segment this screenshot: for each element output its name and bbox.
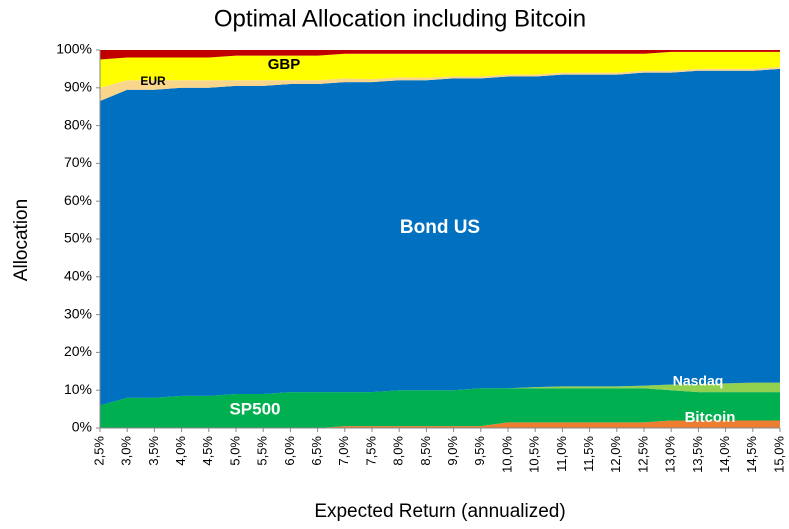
y-tick-label: 70% [64, 154, 92, 170]
y-tick-label: 40% [64, 268, 92, 284]
series-label: SP500 [229, 399, 280, 418]
x-tick-label: 7,0% [336, 436, 351, 466]
x-tick-label: 4,5% [200, 436, 215, 466]
y-tick-label: 0% [72, 419, 92, 435]
x-tick-label: 10,5% [527, 436, 542, 473]
x-axis-label: Expected Return (annualized) [314, 501, 565, 522]
x-tick-label: 12,5% [635, 436, 650, 473]
x-tick-label: 14,0% [717, 436, 732, 473]
x-tick-label: 6,0% [282, 436, 297, 466]
x-tick-label: 10,0% [499, 436, 514, 473]
x-tick-label: 14,5% [744, 436, 759, 473]
area [100, 68, 780, 406]
area [100, 67, 780, 102]
x-tick-label: 12,0% [608, 436, 623, 473]
area [100, 388, 780, 428]
y-tick-label: 60% [64, 192, 92, 208]
area [100, 420, 780, 428]
chart-title: Optimal Allocation including Bitcoin [214, 5, 586, 32]
x-tick-label: 5,5% [255, 436, 270, 466]
x-tick-label: 8,5% [418, 436, 433, 466]
x-tick-label: 6,5% [309, 436, 324, 466]
y-tick-label: 50% [64, 230, 92, 246]
x-tick-label: 9,5% [472, 436, 487, 466]
y-tick-label: 80% [64, 116, 92, 132]
series-label: Bond US [400, 217, 480, 238]
x-tick-label: 3,5% [146, 436, 161, 466]
x-tick-label: 4,0% [173, 436, 188, 466]
x-tick-label: 15,0% [771, 436, 786, 473]
x-tick-label: 8,0% [391, 436, 406, 466]
x-tick-label: 13,0% [663, 436, 678, 473]
x-tick-label: 5,0% [227, 436, 242, 466]
y-tick-label: 100% [56, 41, 92, 57]
y-tick-label: 10% [64, 381, 92, 397]
x-tick-label: 13,5% [690, 436, 705, 473]
y-tick-label: 20% [64, 343, 92, 359]
x-tick-label: 11,5% [581, 436, 596, 472]
area [100, 51, 780, 88]
y-tick-label: 90% [64, 79, 92, 95]
x-tick-label: 9,0% [445, 436, 460, 466]
series-label: EUR [140, 74, 166, 88]
series-label: GBP [268, 56, 301, 73]
series-label: Nasdaq [673, 373, 724, 389]
x-tick-label: 11,0% [554, 436, 569, 472]
x-tick-label: 3,0% [119, 436, 134, 466]
x-tick-label: 2,5% [91, 436, 106, 466]
series-label: Bitcoin [685, 409, 736, 426]
y-axis-label: Allocation [11, 199, 32, 281]
y-tick-label: 30% [64, 305, 92, 321]
area [100, 50, 780, 60]
area [100, 382, 780, 406]
x-tick-label: 7,5% [363, 436, 378, 466]
